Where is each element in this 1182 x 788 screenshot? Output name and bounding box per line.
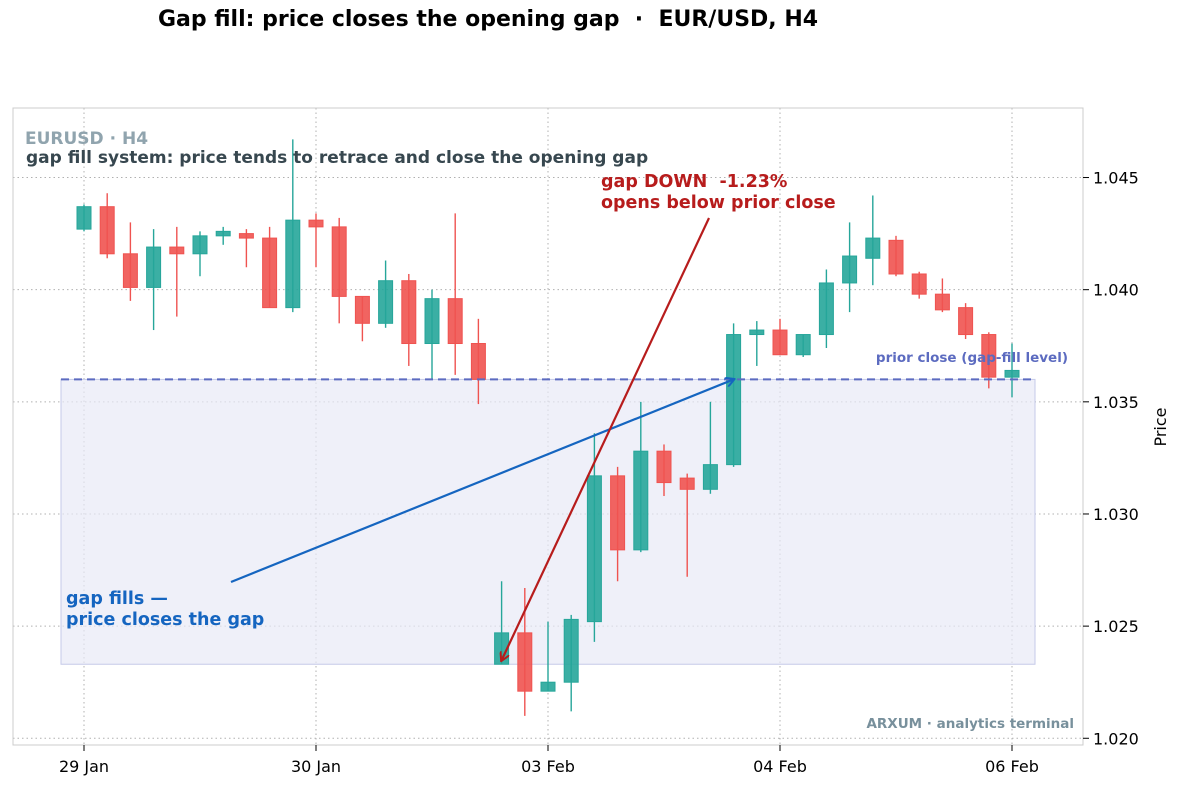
candle-down [331,226,347,297]
candle-down [354,295,370,324]
candle-up [865,237,881,259]
candle-up [795,334,811,356]
candle-up [540,681,556,692]
y-tick-label: 1.035 [1093,393,1139,412]
candle-down [656,450,672,484]
candle-down [679,477,695,490]
y-tick-label: 1.025 [1093,617,1139,636]
fill-level-label: prior close (gap-fill level) [876,350,1068,366]
system-subtitle: gap fill system: price tends to retrace … [26,148,648,168]
candle-up [726,334,742,466]
x-tick-label: 06 Feb [985,757,1039,776]
y-tick-label: 1.030 [1093,505,1139,524]
candle-up [215,230,231,237]
candle-down [911,273,927,295]
gap-down-label-line2: opens below prior close [601,193,836,213]
candle-up [378,280,394,324]
watermark: ARXUM · analytics terminal [866,716,1074,732]
gap-fills-label-line2: price closes the gap [66,610,264,630]
candle-up [285,219,301,309]
candle-down [517,632,533,692]
y-tick-label: 1.020 [1093,729,1139,748]
candle-up [146,246,162,288]
candle-up [76,206,92,230]
y-tick-label: 1.045 [1093,169,1139,188]
x-tick-label: 04 Feb [753,757,807,776]
x-tick-label: 30 Jan [291,757,341,776]
gap-down-arrow [502,217,710,660]
gap-fills-label-line1: gap fills — [66,589,168,609]
candle-down [308,219,324,228]
gap-zone [60,378,1036,665]
candle-up [424,298,440,345]
y-axis-label: Price [1151,407,1170,446]
gap-down-label-line1: gap DOWN -1.23% [601,172,787,192]
candle-up [192,235,208,255]
candle-up [633,450,649,551]
candle-down [888,239,904,275]
candle-up [842,255,858,284]
candle-up [702,464,718,490]
candle-down [470,343,486,380]
candle-down [262,237,278,309]
candle-down [772,329,788,356]
candle-down [169,246,185,255]
x-tick-label: 03 Feb [521,757,575,776]
candle-down [958,307,974,336]
candle-down [122,253,138,288]
candle-down [99,206,115,255]
candle-up [1004,369,1020,378]
gap-fill-arrow [230,379,734,584]
axes: 1.020 1.025 1.030 1.035 1.040 1.045 29 Jan 30 J… [59,169,1139,776]
candle-up [818,282,834,336]
candle-down [981,334,997,378]
candles [76,139,1020,716]
candle-down [447,298,463,345]
candle-up [586,475,602,623]
x-tick-label: 29 Jan [59,757,109,776]
candle-down [934,293,950,311]
candle-up [563,618,579,683]
candle-down [610,475,626,551]
candle-down [401,280,417,345]
symbol-label: EURUSD · H4 [25,129,148,149]
candle-down [238,233,254,239]
y-tick-label: 1.040 [1093,281,1139,300]
chart-title: Gap fill: price closes the opening gap ·… [157,7,819,32]
candle-up [749,329,765,336]
